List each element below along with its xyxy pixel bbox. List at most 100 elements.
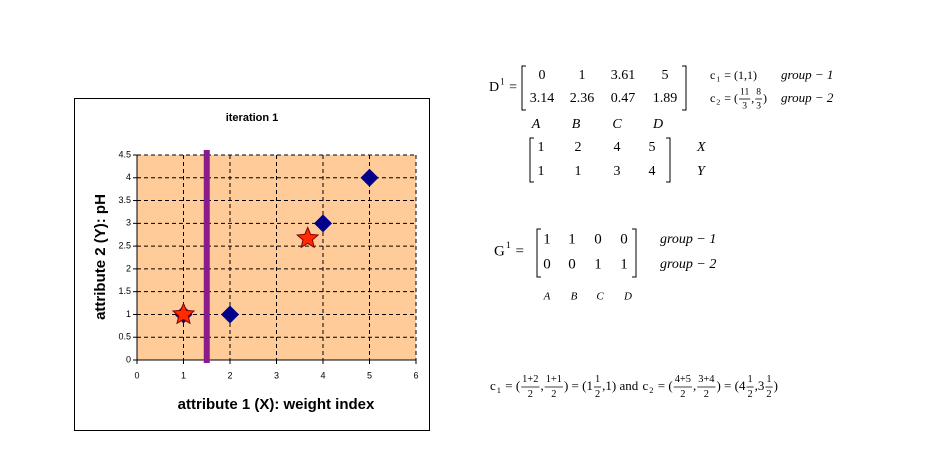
fraction-denominator: 3	[742, 100, 747, 111]
math-text: =	[512, 243, 524, 259]
matrix-entry: 4	[614, 140, 621, 155]
x-tick-label: 1	[181, 370, 186, 380]
column-label: D	[623, 291, 632, 303]
fraction-denominator: 3	[756, 100, 761, 111]
fraction-denominator: 2	[551, 389, 556, 400]
fraction-numerator: 1+2	[522, 374, 538, 385]
fraction-numerator: 8	[756, 87, 761, 98]
matrix-bracket	[632, 228, 637, 278]
y-tick-label: 4.5	[118, 149, 131, 159]
fraction-numerator: 1	[747, 374, 752, 385]
column-label: B	[572, 117, 581, 132]
row-label: X	[696, 140, 706, 155]
matrix-entry: 5	[649, 140, 656, 155]
matrix-entry: 0	[620, 231, 628, 247]
math-index: 1	[497, 385, 501, 395]
math-text: ,	[751, 91, 754, 105]
math-text: c	[710, 68, 715, 82]
fraction-numerator: 1	[766, 374, 771, 385]
math-text: D	[489, 80, 499, 95]
column-label: C	[612, 117, 622, 132]
matrix-entry: 0	[594, 231, 602, 247]
matrix-bracket	[521, 65, 526, 111]
x-tick-label: 4	[320, 370, 325, 380]
group-label: group − 1	[781, 67, 833, 82]
matrix-bracket	[536, 228, 541, 278]
math-text: = (1,1)	[721, 68, 757, 82]
matrix-entry: 0	[543, 256, 551, 272]
matrix-entry: 2	[575, 140, 582, 155]
matrix-entry: 5	[662, 68, 669, 83]
y-tick-label: 1.5	[118, 286, 131, 296]
y-tick-label: 2	[126, 263, 131, 273]
data-point	[221, 305, 239, 324]
matrix-bracket	[529, 137, 534, 183]
y-tick-label: 1	[126, 309, 131, 319]
math-text: c	[490, 378, 496, 393]
y-axis-title: attribute 2 (Y): pH	[92, 194, 109, 320]
matrix-bracket	[682, 65, 687, 111]
matrix-entry: 1	[538, 140, 545, 155]
math-text: ,3	[755, 378, 765, 393]
row-label: group − 2	[660, 257, 716, 272]
fraction-denominator: 2	[766, 389, 771, 400]
x-axis-title: attribute 1 (X): weight index	[178, 396, 375, 413]
matrix-entry: 3	[614, 164, 621, 179]
matrix-entry: 2.36	[570, 91, 595, 106]
math-text: = (	[502, 378, 520, 393]
column-label: B	[571, 291, 578, 303]
matrix-entry: 0	[568, 256, 576, 272]
x-tick-label: 5	[367, 370, 372, 380]
fraction-numerator: 4+5	[675, 374, 691, 385]
matrix-entry: 1	[594, 256, 602, 272]
y-tick-label: 4	[126, 172, 131, 182]
fraction-denominator: 2	[747, 389, 752, 400]
y-tick-label: 0	[126, 354, 131, 364]
matrix-entry: 1.89	[653, 91, 678, 106]
math-text: = (	[721, 91, 738, 105]
group-label: group − 2	[781, 90, 834, 105]
matrix-entry: 1	[568, 231, 576, 247]
chart-title: iteration 1	[226, 112, 279, 124]
y-tick-label: 2.5	[118, 240, 131, 250]
math-index: 1	[716, 74, 720, 83]
fraction-numerator: 1+1	[546, 374, 562, 385]
math-text: G	[494, 243, 505, 259]
math-index: 1	[506, 240, 511, 251]
math-index: 1	[500, 76, 505, 86]
math-index: 2	[716, 97, 720, 106]
fraction-numerator: 11	[740, 87, 749, 98]
y-tick-label: 0.5	[118, 332, 131, 342]
row-label: Y	[697, 164, 707, 179]
centroid-star	[171, 302, 196, 325]
row-label: group − 1	[660, 232, 716, 247]
matrix-entry: 1	[538, 164, 545, 179]
column-label: A	[543, 291, 551, 303]
centroid-star	[295, 226, 320, 249]
fraction-denominator: 2	[595, 389, 600, 400]
fraction-numerator: 3+4	[698, 374, 715, 385]
matrix-entry: 1	[620, 256, 628, 272]
math-text: ) = (1	[564, 378, 593, 393]
matrix-bracket	[666, 137, 671, 183]
math-text: c	[643, 378, 649, 393]
x-tick-label: 3	[274, 370, 279, 380]
column-label: D	[652, 117, 663, 132]
data-point	[314, 214, 332, 233]
y-tick-label: 3.5	[118, 195, 131, 205]
data-point	[360, 168, 379, 187]
x-tick-label: 2	[227, 370, 232, 380]
column-label: C	[596, 291, 604, 303]
matrix-entry: 1	[543, 231, 551, 247]
matrix-entry: 1	[579, 68, 586, 83]
y-tick-label: 3	[126, 218, 131, 228]
matrix-entry: 4	[649, 164, 656, 179]
math-text: ,	[540, 378, 543, 393]
math-index: 2	[649, 385, 653, 395]
fraction-denominator: 2	[528, 389, 533, 400]
matrix-entry: 3.61	[611, 68, 636, 83]
math-text: )	[763, 91, 767, 105]
matrix-entry: 1	[575, 164, 582, 179]
math-text: c	[710, 91, 715, 105]
